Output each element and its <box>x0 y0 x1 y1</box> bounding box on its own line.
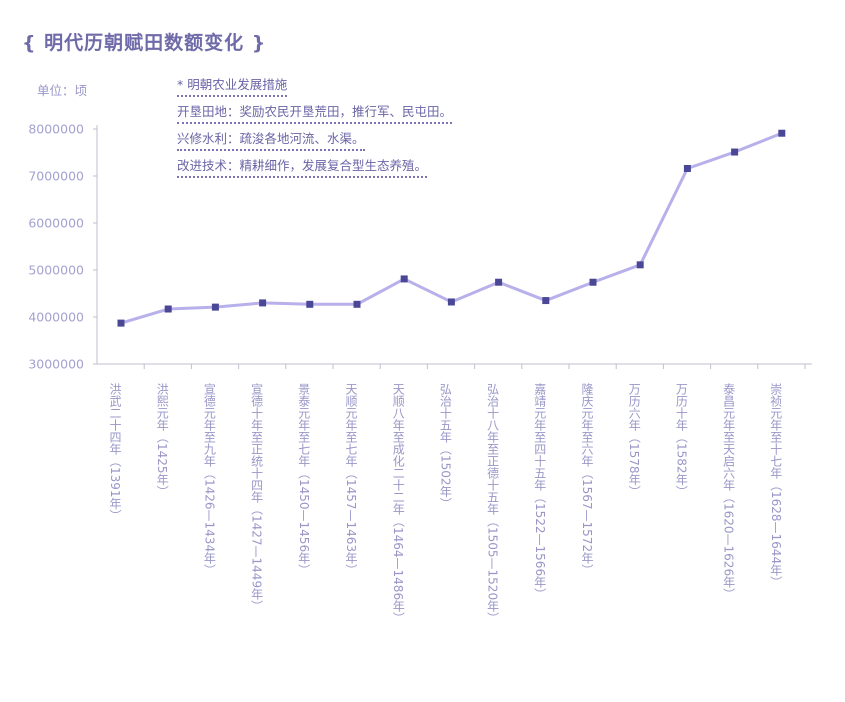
data-point <box>447 298 455 306</box>
data-point <box>778 129 786 137</box>
y-tick-label: 8000000 <box>28 122 84 137</box>
x-tick-label: 泰昌元年至天启六年（1620—1626年） <box>722 383 736 601</box>
y-tick-label: 3000000 <box>28 357 84 372</box>
note-land-reclamation: 开垦田地：奖励农民开垦荒田，推行军、民屯田。 <box>177 101 453 124</box>
data-point <box>400 275 408 283</box>
x-tick-label: 洪熙元年（1425年） <box>155 383 169 498</box>
data-point <box>589 278 597 286</box>
data-point <box>731 148 739 156</box>
x-tick-label: 弘治十五年（1502年） <box>438 383 452 510</box>
note-heading: * 明朝农业发展措施 <box>177 74 288 97</box>
data-point <box>306 300 314 308</box>
data-point <box>542 297 550 305</box>
x-tick-label: 弘治十八年至正德十五年（1505—1520年） <box>486 383 500 625</box>
data-point <box>259 299 267 307</box>
note-water-works: 兴修水利：疏浚各地河流、水渠。 <box>177 128 365 151</box>
data-point <box>164 305 172 313</box>
series-polyline <box>120 131 783 325</box>
note-farming-technique: 改进技术：精耕细作，发展复合型生态养殖。 <box>177 155 428 178</box>
data-point <box>353 300 361 308</box>
x-tick-label: 洪武二十四年（1391年） <box>108 383 122 522</box>
x-tick-label: 万历六年（1578年） <box>627 383 641 498</box>
y-tick-label: 7000000 <box>28 169 84 184</box>
y-tick-label: 5000000 <box>28 263 84 278</box>
data-markers <box>117 129 786 327</box>
x-tick-label: 宣德十年至正统十四年（1427—1449年） <box>250 382 264 613</box>
chart-title: { 明代历朝赋田数额变化 } <box>22 32 267 54</box>
x-tick-label: 隆庆元年至六年（1567—1572年） <box>580 382 594 577</box>
chart-axes <box>96 125 812 369</box>
x-tick-label: 天顺八年至成化二十二年（1464—1486年） <box>391 383 405 624</box>
data-point <box>211 303 219 311</box>
x-tick-label: 天顺元年至七年（1457—1463年） <box>344 383 358 576</box>
x-tick-label: 崇祯元年至十七年（1628—1644年） <box>769 383 783 589</box>
x-tick-label: 万历十年（1582年） <box>674 383 688 498</box>
unit-label: 单位：顷 <box>37 83 88 98</box>
data-point <box>636 261 644 269</box>
y-tick-labels: 3000000 4000000 5000000 6000000 7000000 80000… <box>28 122 97 372</box>
data-point <box>495 278 503 286</box>
data-point <box>117 319 125 327</box>
y-tick-label: 4000000 <box>28 310 84 325</box>
x-tick-label: 嘉靖元年至四十五年（1522—1566年） <box>533 383 547 601</box>
data-point <box>683 164 691 172</box>
x-tick-labels: 洪武二十四年（1391年） 洪熙元年（1425年） 宣德元年至九年（1426—143… <box>108 382 783 625</box>
y-tick-label: 6000000 <box>28 216 84 231</box>
x-tick-label: 宣德元年至九年（1426—1434年） <box>202 382 216 577</box>
x-tick-label: 景泰元年至七年（1450—1456年） <box>297 383 311 577</box>
series-line <box>120 131 783 325</box>
